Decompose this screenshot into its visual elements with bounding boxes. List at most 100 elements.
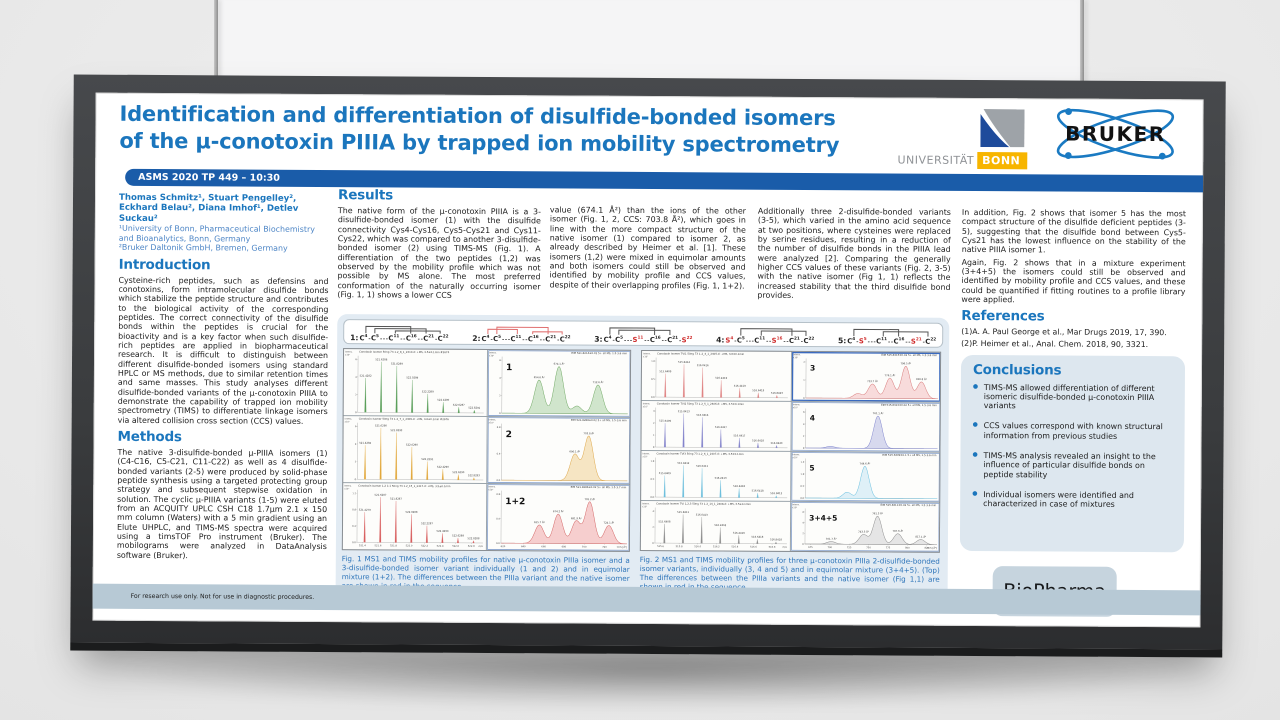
conference-banner-text: ASMS 2020 TP 449 – 10:30	[138, 171, 280, 184]
university-bonn-emblem-icon	[980, 109, 1025, 148]
svg-text:0.5: 0.5	[650, 478, 654, 481]
svg-text:x10⁵: x10⁵	[642, 455, 647, 458]
svg-text:720: 720	[602, 546, 607, 549]
svg-text:0.4: 0.4	[496, 452, 500, 455]
svg-text:516.4416: 516.4416	[733, 531, 745, 535]
svg-text:0.0: 0.0	[496, 479, 500, 482]
svg-text:516.4419: 516.4419	[734, 384, 746, 388]
svg-text:0: 0	[355, 411, 357, 414]
svg-text:516.2418: 516.2418	[714, 523, 726, 527]
sequence-1: 1:C4-C5- - -C11- -C16- -C21-C22	[350, 324, 449, 343]
svg-text:3+4+5: 3+4+5	[809, 513, 837, 522]
svg-text:521.4282: 521.4282	[360, 374, 372, 378]
frame-shadow	[110, 655, 1190, 710]
svg-text:Conotoxin Isomer 50ng 73 1-2_: Conotoxin Isomer 50ng 73 1-2_7_1_2409.d:…	[359, 417, 449, 422]
svg-text:0.4: 0.4	[352, 525, 356, 528]
svg-text:516.0411: 516.0411	[696, 464, 708, 468]
svg-text:Intens.: Intens.	[488, 418, 496, 421]
svg-text:4: 4	[802, 522, 804, 525]
university-bonn-logo: UNIVERSITÄT BONN	[897, 109, 1028, 170]
svg-text:522.8291: 522.8291	[468, 406, 480, 410]
svg-text:522.6287: 522.6287	[453, 403, 465, 407]
ms-panel-fig2-2: Intens.x10⁵ Conotoxin Isomer TVI2 50ng 73…	[641, 400, 791, 451]
conference-banner: ASMS 2020 TP 449 – 10:30	[125, 168, 1204, 193]
references-heading: References	[961, 308, 1045, 325]
footer-text: For research use only. Not for use in di…	[130, 592, 315, 601]
svg-text:515.8411: 515.8411	[677, 510, 689, 514]
svg-text:516.4418: 516.4418	[733, 484, 745, 488]
bruker-text: BRUKER	[1065, 122, 1166, 147]
svg-text:522.0288: 522.0288	[406, 510, 418, 514]
svg-text:522.4290: 522.4290	[436, 529, 448, 533]
svg-text:Intens.: Intens.	[344, 485, 352, 488]
svg-text:x10⁵: x10⁵	[345, 421, 350, 424]
svg-text:Conotoxin Isomer 50ng 73 1-2_: Conotoxin Isomer 50ng 73 1-2_8_1_2410.d:…	[359, 350, 449, 355]
svg-text:EIM 521.8214±0.02 5+ all MS, 1: EIM 521.8214±0.02 5+ all MS, 1.5-3.6 min	[571, 351, 627, 355]
svg-text:522.8293: 522.8293	[468, 473, 480, 477]
svg-text:1: 1	[506, 363, 512, 373]
svg-text:Intens.: Intens.	[643, 352, 651, 355]
svg-text:522.8: 522.8	[468, 545, 475, 548]
svg-text:1.2: 1.2	[352, 492, 356, 495]
svg-text:521.8: 521.8	[390, 544, 397, 547]
svg-text:x10⁴: x10⁴	[489, 354, 494, 357]
svg-text:4: 4	[809, 413, 814, 422]
results-text-4b: Again, Fig. 2 shows that in a mixture ex…	[961, 257, 1186, 305]
conclusions-heading: Conclusions	[972, 361, 1062, 379]
svg-text:522.2289: 522.2289	[422, 389, 434, 393]
svg-text:0: 0	[802, 447, 804, 450]
svg-text:Intens.: Intens.	[642, 502, 650, 505]
svg-text:4: 4	[652, 510, 654, 513]
sequence-2: 2:C4-C5- - -C11- -C16- -C21-C22	[472, 325, 571, 344]
svg-text:700: 700	[827, 546, 832, 549]
sequence-5: 5:C4-S5- - -C11- -C16- -S21-C22	[838, 327, 936, 346]
svg-text:690.1 Å²: 690.1 Å²	[569, 448, 580, 453]
svg-text:753.7 Å²: 753.7 Å²	[867, 378, 878, 383]
svg-text:796.5 Å²: 796.5 Å²	[900, 360, 911, 365]
svg-text:x10⁵: x10⁵	[643, 405, 648, 408]
svg-text:6: 6	[803, 411, 805, 414]
svg-text:516.0413: 516.0413	[696, 513, 708, 517]
svg-text:516.6419: 516.6419	[752, 388, 764, 392]
reference-list: (1)A. A. Paul George et al., Mar Drugs 2…	[961, 327, 1185, 350]
svg-text:516.0416: 516.0416	[696, 413, 708, 417]
svg-text:516.6418: 516.6418	[752, 489, 764, 493]
svg-text:522.4290: 522.4290	[437, 465, 449, 469]
svg-text:Intens.: Intens.	[488, 485, 496, 488]
svg-text:4: 4	[803, 423, 805, 426]
svg-text:CCS [Å²]: CCS [Å²]	[616, 546, 626, 549]
poster-title-line2: of the μ-conotoxin PIIIA by trapped ion …	[119, 128, 840, 158]
svg-text:515.8413: 515.8413	[678, 409, 690, 413]
svg-text:516.0416: 516.0416	[697, 363, 709, 367]
conclusion-bullet: Individual isomers were identified and c…	[972, 490, 1172, 510]
svg-text:744.6 Å²: 744.6 Å²	[859, 460, 870, 465]
results-column-2: value (674.1 Å²) than the ions of the ot…	[549, 189, 746, 293]
svg-text:1.0: 1.0	[651, 360, 655, 363]
svg-text:0.5: 0.5	[651, 378, 655, 381]
conclusions-list: TIMS-MS allowed differentiation of diffe…	[972, 382, 1173, 510]
svg-text:m/z: m/z	[782, 546, 787, 549]
svg-text:522.2: 522.2	[421, 545, 428, 548]
svg-text:620: 620	[500, 545, 505, 548]
svg-text:701.7 Å²: 701.7 Å²	[825, 536, 836, 541]
svg-text:516.8: 516.8	[769, 546, 776, 549]
poster-footer-note: For research use only. Not for use in di…	[92, 583, 1201, 616]
backboard	[216, 0, 1082, 86]
svg-text:0: 0	[499, 412, 501, 415]
svg-text:674.1 Å²: 674.1 Å²	[553, 361, 564, 366]
eim-panel-fig1-1: Intens.x10⁴ EIM 521.8214±0.02 5+ all MS, …	[487, 350, 631, 417]
svg-text:761.1 Å²: 761.1 Å²	[872, 410, 883, 415]
results-text-3: Additionally three 2-disulfide-bonded va…	[757, 206, 951, 300]
svg-text:516.6: 516.6	[750, 546, 757, 549]
svg-text:Intens.: Intens.	[643, 402, 651, 405]
svg-text:0: 0	[803, 397, 805, 400]
ms-panel-fig1-2: Intens.x10⁵ Conotoxin Isomer 50ng 73 1-2_…	[343, 416, 487, 484]
svg-text:761.3 Å²: 761.3 Å²	[872, 510, 883, 515]
svg-text:4: 4	[355, 443, 357, 446]
results-column-1: Results The native form of the μ-conotox…	[337, 187, 541, 303]
svg-text:522.0: 522.0	[406, 545, 413, 548]
svg-text:817.1 Å²: 817.1 Å²	[915, 534, 926, 539]
ms-panel-fig1-1: Intens.x10⁵ Conotoxin Isomer 50ng 73 1-2_…	[343, 349, 487, 417]
svg-text:521.8289: 521.8289	[391, 362, 403, 366]
svg-text:522.0290: 522.0290	[406, 443, 418, 447]
